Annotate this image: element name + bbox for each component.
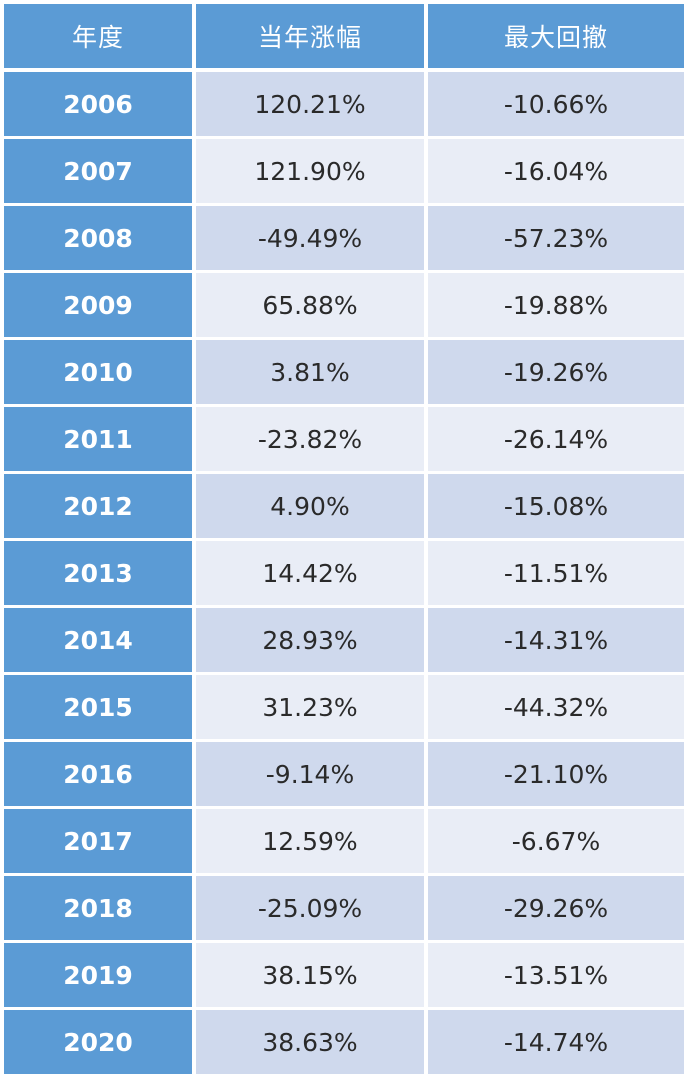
gain-cell: 12.59% bbox=[196, 809, 424, 873]
gain-cell: 121.90% bbox=[196, 139, 424, 203]
gain-cell: 3.81% bbox=[196, 340, 424, 404]
table-row: 2014 28.93% -14.31% bbox=[0, 608, 690, 672]
gain-cell: -49.49% bbox=[196, 206, 424, 270]
year-cell: 2017 bbox=[4, 809, 192, 873]
year-cell: 2013 bbox=[4, 541, 192, 605]
drawdown-cell: -16.04% bbox=[428, 139, 684, 203]
table-row: 2020 38.63% -14.74% bbox=[0, 1010, 690, 1074]
gain-cell: 31.23% bbox=[196, 675, 424, 739]
table-row: 2006 120.21% -10.66% bbox=[0, 72, 690, 136]
table-row: 2007 121.90% -16.04% bbox=[0, 139, 690, 203]
drawdown-cell: -57.23% bbox=[428, 206, 684, 270]
drawdown-cell: -13.51% bbox=[428, 943, 684, 1007]
table-row: 2018 -25.09% -29.26% bbox=[0, 876, 690, 940]
drawdown-cell: -29.26% bbox=[428, 876, 684, 940]
year-cell: 2010 bbox=[4, 340, 192, 404]
table-row: 2009 65.88% -19.88% bbox=[0, 273, 690, 337]
year-cell: 2014 bbox=[4, 608, 192, 672]
year-cell: 2008 bbox=[4, 206, 192, 270]
gain-cell: -25.09% bbox=[196, 876, 424, 940]
table-row: 2016 -9.14% -21.10% bbox=[0, 742, 690, 806]
gain-cell: -23.82% bbox=[196, 407, 424, 471]
table-row: 2012 4.90% -15.08% bbox=[0, 474, 690, 538]
year-cell: 2015 bbox=[4, 675, 192, 739]
header-annual-gain: 当年涨幅 bbox=[196, 4, 424, 68]
gain-cell: 28.93% bbox=[196, 608, 424, 672]
table-row: 2013 14.42% -11.51% bbox=[0, 541, 690, 605]
year-cell: 2011 bbox=[4, 407, 192, 471]
year-cell: 2018 bbox=[4, 876, 192, 940]
gain-cell: 38.15% bbox=[196, 943, 424, 1007]
drawdown-cell: -14.74% bbox=[428, 1010, 684, 1074]
gain-cell: 4.90% bbox=[196, 474, 424, 538]
drawdown-cell: -11.51% bbox=[428, 541, 684, 605]
gain-cell: -9.14% bbox=[196, 742, 424, 806]
table-row: 2010 3.81% -19.26% bbox=[0, 340, 690, 404]
drawdown-cell: -6.67% bbox=[428, 809, 684, 873]
header-year: 年度 bbox=[4, 4, 192, 68]
table-row: 2017 12.59% -6.67% bbox=[0, 809, 690, 873]
gain-cell: 65.88% bbox=[196, 273, 424, 337]
table-row: 2011 -23.82% -26.14% bbox=[0, 407, 690, 471]
drawdown-cell: -15.08% bbox=[428, 474, 684, 538]
year-cell: 2019 bbox=[4, 943, 192, 1007]
year-cell: 2020 bbox=[4, 1010, 192, 1074]
gain-cell: 14.42% bbox=[196, 541, 424, 605]
table-row: 2015 31.23% -44.32% bbox=[0, 675, 690, 739]
year-cell: 2012 bbox=[4, 474, 192, 538]
table-header-row: 年度 当年涨幅 最大回撤 bbox=[0, 4, 690, 68]
drawdown-cell: -21.10% bbox=[428, 742, 684, 806]
drawdown-cell: -26.14% bbox=[428, 407, 684, 471]
drawdown-cell: -19.26% bbox=[428, 340, 684, 404]
table-row: 2008 -49.49% -57.23% bbox=[0, 206, 690, 270]
year-cell: 2007 bbox=[4, 139, 192, 203]
drawdown-cell: -10.66% bbox=[428, 72, 684, 136]
drawdown-cell: -14.31% bbox=[428, 608, 684, 672]
year-cell: 2006 bbox=[4, 72, 192, 136]
drawdown-cell: -19.88% bbox=[428, 273, 684, 337]
gain-cell: 120.21% bbox=[196, 72, 424, 136]
gain-cell: 38.63% bbox=[196, 1010, 424, 1074]
header-max-drawdown: 最大回撤 bbox=[428, 4, 684, 68]
table-row: 2019 38.15% -13.51% bbox=[0, 943, 690, 1007]
year-cell: 2009 bbox=[4, 273, 192, 337]
year-cell: 2016 bbox=[4, 742, 192, 806]
drawdown-cell: -44.32% bbox=[428, 675, 684, 739]
